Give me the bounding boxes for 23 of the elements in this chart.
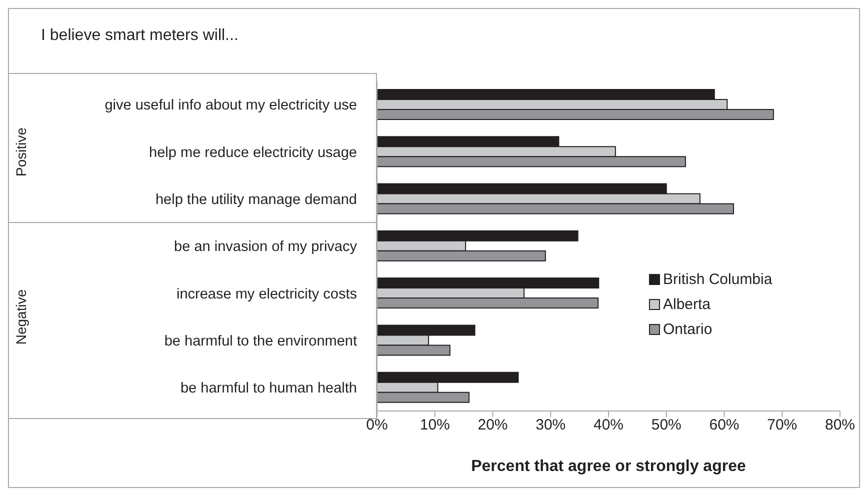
x-tick-label: 30%: [536, 416, 566, 434]
legend-label: Ontario: [663, 321, 712, 338]
legend-label: British Columbia: [663, 271, 772, 288]
x-tick-label: 10%: [420, 416, 450, 434]
y-tick-label: be harmful to human health: [180, 380, 357, 397]
x-axis-title: Percent that agree or strongly agree: [471, 458, 746, 475]
x-tick-label: 40%: [593, 416, 624, 434]
text: Positive: [13, 127, 29, 176]
x-tick-label: 50%: [651, 416, 682, 434]
x-tick-label: 20%: [478, 416, 508, 434]
y-tick-label: be an invasion of my privacy: [174, 239, 358, 256]
x-tick-label: 70%: [767, 416, 798, 434]
x-tick-label: 0%: [366, 416, 388, 434]
y-tick-label: be harmful to the environment: [164, 333, 357, 350]
x-tick-label: 60%: [709, 416, 740, 434]
y-tick-label: help the utility manage demand: [155, 192, 357, 208]
x-tick-label: 80%: [824, 416, 856, 434]
text: I believe smart meters will...: [41, 27, 238, 45]
text: Negative: [13, 289, 29, 344]
y-tick-label: give useful info about my electricity use: [104, 98, 357, 114]
legend-label: Alberta: [663, 296, 711, 313]
y-tick-label: increase my electricity costs: [176, 286, 357, 302]
y-tick-label: help me reduce electricity usage: [149, 144, 357, 161]
